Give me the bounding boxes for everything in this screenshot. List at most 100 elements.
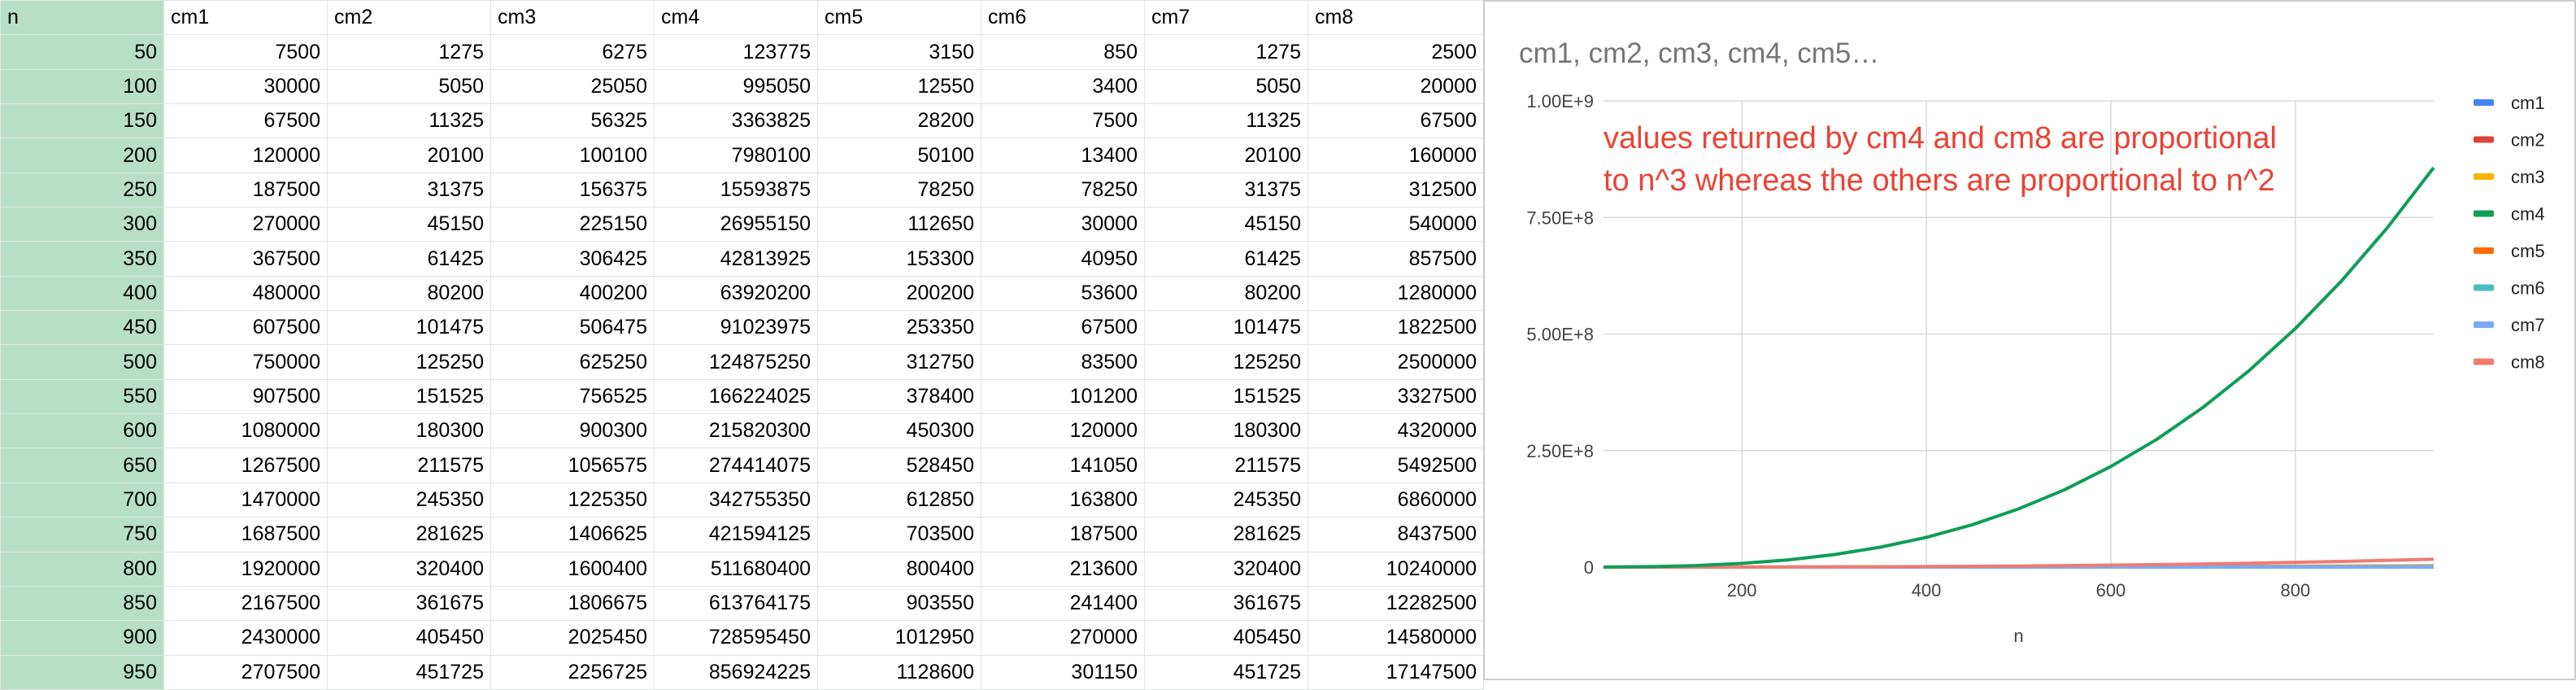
data-cell[interactable]: 20100 bbox=[1144, 138, 1308, 173]
data-cell[interactable]: 15593875 bbox=[654, 172, 818, 208]
data-cell[interactable]: 2430000 bbox=[163, 620, 328, 656]
data-cell[interactable]: 53600 bbox=[981, 275, 1145, 312]
data-cell[interactable]: 45150 bbox=[1144, 207, 1308, 242]
data-cell[interactable]: 101475 bbox=[1144, 310, 1308, 346]
data-cell[interactable]: 67500 bbox=[1308, 103, 1484, 139]
data-cell[interactable]: 312500 bbox=[1308, 172, 1484, 208]
data-cell[interactable]: 80200 bbox=[1144, 275, 1308, 312]
row-index-cell[interactable]: 750 bbox=[0, 517, 164, 552]
data-cell[interactable]: 225150 bbox=[490, 207, 655, 242]
data-cell[interactable]: 800400 bbox=[817, 551, 981, 587]
data-cell[interactable]: 2707500 bbox=[163, 654, 328, 690]
data-cell[interactable]: 78250 bbox=[981, 172, 1145, 208]
row-index-cell[interactable]: 500 bbox=[0, 344, 164, 380]
data-cell[interactable]: 61425 bbox=[1144, 241, 1308, 277]
row-index-cell[interactable]: 450 bbox=[0, 310, 164, 346]
data-cell[interactable]: 6275 bbox=[490, 34, 655, 70]
data-cell[interactable]: 1225350 bbox=[490, 482, 655, 518]
data-cell[interactable]: 750000 bbox=[163, 344, 328, 380]
data-cell[interactable]: 3400 bbox=[981, 68, 1145, 105]
data-cell[interactable]: 625250 bbox=[490, 344, 655, 380]
data-cell[interactable]: 156375 bbox=[490, 172, 655, 208]
data-cell[interactable]: 3327500 bbox=[1308, 378, 1484, 415]
data-cell[interactable]: 31375 bbox=[1144, 172, 1308, 208]
data-cell[interactable]: 1687500 bbox=[163, 517, 328, 552]
data-cell[interactable]: 613764175 bbox=[654, 585, 818, 622]
data-cell[interactable]: 2025450 bbox=[490, 620, 655, 656]
data-cell[interactable]: 124875250 bbox=[654, 344, 818, 380]
data-cell[interactable]: 903550 bbox=[817, 585, 981, 622]
data-cell[interactable]: 367500 bbox=[163, 241, 328, 277]
data-cell[interactable]: 5050 bbox=[327, 68, 491, 105]
data-cell[interactable]: 241400 bbox=[981, 585, 1145, 622]
row-index-cell[interactable]: 700 bbox=[0, 482, 164, 518]
data-cell[interactable]: 1920000 bbox=[163, 551, 328, 587]
data-cell[interactable]: 1128600 bbox=[817, 654, 981, 690]
data-cell[interactable]: 12282500 bbox=[1308, 585, 1484, 622]
data-cell[interactable]: 80200 bbox=[327, 275, 491, 312]
data-cell[interactable]: 40950 bbox=[981, 241, 1145, 277]
column-header-3[interactable]: cm3 bbox=[490, 0, 655, 36]
data-cell[interactable]: 125250 bbox=[1144, 344, 1308, 380]
data-cell[interactable]: 320400 bbox=[327, 551, 491, 587]
data-cell[interactable]: 612850 bbox=[817, 482, 981, 518]
data-cell[interactable]: 26955150 bbox=[654, 207, 818, 242]
data-cell[interactable]: 405450 bbox=[1144, 620, 1308, 656]
data-cell[interactable]: 450300 bbox=[817, 413, 981, 449]
data-cell[interactable]: 1275 bbox=[327, 34, 491, 70]
data-cell[interactable]: 17147500 bbox=[1308, 654, 1484, 690]
data-cell[interactable]: 270000 bbox=[981, 620, 1145, 656]
data-cell[interactable]: 141050 bbox=[981, 448, 1145, 483]
row-index-cell[interactable]: 300 bbox=[0, 207, 164, 242]
data-cell[interactable]: 1080000 bbox=[163, 413, 328, 449]
row-index-cell[interactable]: 650 bbox=[0, 448, 164, 483]
data-cell[interactable]: 7980100 bbox=[654, 138, 818, 173]
row-index-cell[interactable]: 600 bbox=[0, 413, 164, 449]
column-header-4[interactable]: cm4 bbox=[654, 0, 818, 36]
data-cell[interactable]: 3150 bbox=[817, 34, 981, 70]
data-cell[interactable]: 7500 bbox=[163, 34, 328, 70]
data-cell[interactable]: 995050 bbox=[654, 68, 818, 105]
row-index-cell[interactable]: 100 bbox=[0, 68, 164, 105]
data-cell[interactable]: 270000 bbox=[163, 207, 328, 242]
data-cell[interactable]: 857500 bbox=[1308, 241, 1484, 277]
data-cell[interactable]: 10240000 bbox=[1308, 551, 1484, 587]
data-cell[interactable]: 2167500 bbox=[163, 585, 328, 622]
data-cell[interactable]: 160000 bbox=[1308, 138, 1484, 173]
data-cell[interactable]: 703500 bbox=[817, 517, 981, 552]
column-header-2[interactable]: cm2 bbox=[327, 0, 491, 36]
data-cell[interactable]: 31375 bbox=[327, 172, 491, 208]
data-cell[interactable]: 112650 bbox=[817, 207, 981, 242]
data-cell[interactable]: 245350 bbox=[327, 482, 491, 518]
data-cell[interactable]: 5050 bbox=[1144, 68, 1308, 105]
data-cell[interactable]: 451725 bbox=[327, 654, 491, 690]
data-cell[interactable]: 11325 bbox=[327, 103, 491, 139]
row-index-cell[interactable]: 50 bbox=[0, 34, 164, 70]
row-index-cell[interactable]: 200 bbox=[0, 138, 164, 173]
row-index-cell[interactable]: 550 bbox=[0, 378, 164, 415]
data-cell[interactable]: 528450 bbox=[817, 448, 981, 483]
data-cell[interactable]: 28200 bbox=[817, 103, 981, 139]
data-cell[interactable]: 480000 bbox=[163, 275, 328, 312]
column-header-7[interactable]: cm7 bbox=[1144, 0, 1308, 36]
data-cell[interactable]: 163800 bbox=[981, 482, 1145, 518]
data-cell[interactable]: 45150 bbox=[327, 207, 491, 242]
data-cell[interactable]: 907500 bbox=[163, 378, 328, 415]
data-cell[interactable]: 8437500 bbox=[1308, 517, 1484, 552]
data-cell[interactable]: 2256725 bbox=[490, 654, 655, 690]
data-cell[interactable]: 20100 bbox=[327, 138, 491, 173]
data-cell[interactable]: 7500 bbox=[981, 103, 1145, 139]
data-cell[interactable]: 6860000 bbox=[1308, 482, 1484, 518]
data-cell[interactable]: 61425 bbox=[327, 241, 491, 277]
data-cell[interactable]: 20000 bbox=[1308, 68, 1484, 105]
data-cell[interactable]: 405450 bbox=[327, 620, 491, 656]
column-header-8[interactable]: cm8 bbox=[1308, 0, 1484, 36]
data-cell[interactable]: 1275 bbox=[1144, 34, 1308, 70]
row-index-cell[interactable]: 850 bbox=[0, 585, 164, 622]
data-cell[interactable]: 506475 bbox=[490, 310, 655, 346]
data-cell[interactable]: 850 bbox=[981, 34, 1145, 70]
column-header-6[interactable]: cm6 bbox=[981, 0, 1145, 36]
data-cell[interactable]: 123775 bbox=[654, 34, 818, 70]
data-cell[interactable]: 4320000 bbox=[1308, 413, 1484, 449]
data-cell[interactable]: 1406625 bbox=[490, 517, 655, 552]
